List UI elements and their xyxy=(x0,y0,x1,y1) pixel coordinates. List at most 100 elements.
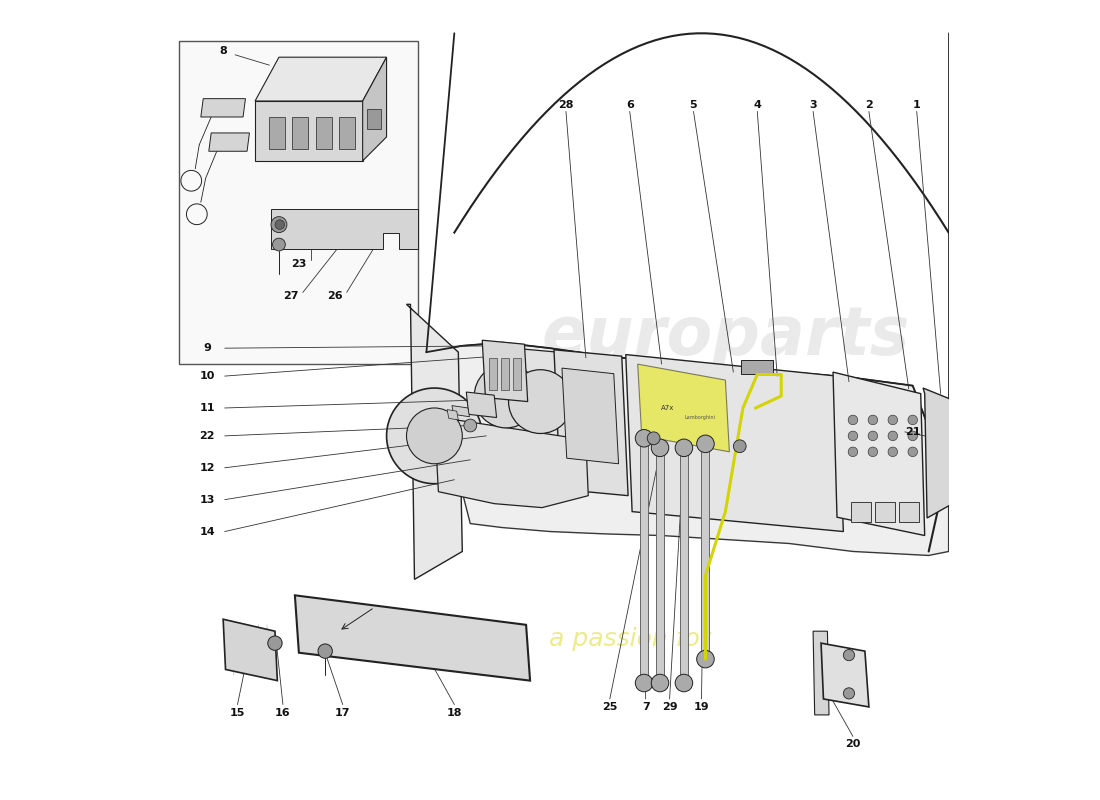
Polygon shape xyxy=(209,133,250,151)
Circle shape xyxy=(848,447,858,457)
Text: 13: 13 xyxy=(199,494,214,505)
Circle shape xyxy=(888,415,898,425)
Text: Lamborghini: Lamborghini xyxy=(684,415,715,420)
Circle shape xyxy=(868,415,878,425)
Bar xyxy=(513,358,521,390)
Circle shape xyxy=(868,431,878,441)
Polygon shape xyxy=(407,304,462,579)
Text: 8: 8 xyxy=(219,46,227,56)
Polygon shape xyxy=(554,350,628,496)
Circle shape xyxy=(318,644,332,658)
Circle shape xyxy=(734,440,746,453)
Text: 5: 5 xyxy=(690,100,697,110)
Bar xyxy=(851,502,871,522)
Text: 7: 7 xyxy=(641,702,649,712)
Polygon shape xyxy=(271,209,418,249)
Polygon shape xyxy=(430,416,588,508)
Circle shape xyxy=(696,435,714,453)
Text: europarts: europarts xyxy=(541,303,910,370)
Text: a passion for: a passion for xyxy=(549,627,711,651)
Polygon shape xyxy=(427,342,948,555)
Text: 27: 27 xyxy=(283,291,299,302)
Text: 26: 26 xyxy=(327,291,342,302)
Polygon shape xyxy=(923,388,953,518)
Text: 14: 14 xyxy=(199,526,214,537)
Circle shape xyxy=(273,238,285,251)
Circle shape xyxy=(888,447,898,457)
Polygon shape xyxy=(201,98,245,117)
Bar xyxy=(500,358,509,390)
Bar xyxy=(339,117,354,149)
Text: 1: 1 xyxy=(913,100,921,110)
Polygon shape xyxy=(223,619,277,681)
Circle shape xyxy=(651,439,669,457)
Polygon shape xyxy=(255,101,363,161)
Text: 19: 19 xyxy=(694,702,710,712)
Circle shape xyxy=(275,220,285,230)
Circle shape xyxy=(844,688,855,699)
Polygon shape xyxy=(482,340,528,402)
Circle shape xyxy=(508,370,572,434)
Text: 17: 17 xyxy=(336,707,351,718)
Text: 3: 3 xyxy=(810,100,817,110)
Text: 29: 29 xyxy=(662,702,678,712)
Bar xyxy=(316,117,331,149)
Polygon shape xyxy=(255,57,386,101)
Text: 22: 22 xyxy=(199,431,214,441)
Polygon shape xyxy=(448,410,459,420)
Bar xyxy=(680,448,688,683)
Polygon shape xyxy=(626,354,844,531)
Circle shape xyxy=(888,431,898,441)
Bar xyxy=(656,448,664,683)
Bar xyxy=(179,42,418,364)
Bar xyxy=(741,360,773,374)
Text: 23: 23 xyxy=(292,259,307,270)
Bar xyxy=(876,502,895,522)
Circle shape xyxy=(848,431,858,441)
Circle shape xyxy=(647,432,660,445)
Circle shape xyxy=(868,447,878,457)
Circle shape xyxy=(908,447,917,457)
Circle shape xyxy=(271,217,287,233)
Circle shape xyxy=(844,650,855,661)
Polygon shape xyxy=(363,57,386,161)
Text: A7x: A7x xyxy=(661,405,674,411)
Bar xyxy=(640,438,648,683)
Circle shape xyxy=(636,674,652,692)
Polygon shape xyxy=(295,595,530,681)
Circle shape xyxy=(675,674,693,692)
Polygon shape xyxy=(638,364,729,452)
Polygon shape xyxy=(562,368,618,464)
Text: 2: 2 xyxy=(865,100,872,110)
Bar xyxy=(488,358,497,390)
Circle shape xyxy=(464,419,476,432)
Bar xyxy=(899,502,920,522)
Circle shape xyxy=(651,674,669,692)
Circle shape xyxy=(696,650,714,668)
Text: 21: 21 xyxy=(905,427,921,437)
Circle shape xyxy=(474,364,538,428)
Polygon shape xyxy=(833,372,925,535)
Bar xyxy=(293,117,308,149)
Circle shape xyxy=(908,431,917,441)
Polygon shape xyxy=(821,643,869,707)
Text: 16: 16 xyxy=(275,707,290,718)
Text: 25: 25 xyxy=(602,702,617,712)
Polygon shape xyxy=(452,406,470,417)
Text: 28: 28 xyxy=(558,100,574,110)
Circle shape xyxy=(386,388,482,484)
Text: 1985: 1985 xyxy=(747,474,864,517)
Text: 9: 9 xyxy=(204,343,211,353)
Circle shape xyxy=(675,439,693,457)
Circle shape xyxy=(407,408,462,464)
Polygon shape xyxy=(466,392,496,418)
Text: 4: 4 xyxy=(754,100,761,110)
Bar xyxy=(366,109,381,129)
Circle shape xyxy=(636,430,652,447)
Text: 11: 11 xyxy=(199,403,214,413)
Text: 20: 20 xyxy=(845,739,860,750)
Text: 12: 12 xyxy=(199,462,214,473)
Bar xyxy=(270,117,285,149)
Circle shape xyxy=(908,415,917,425)
Bar xyxy=(702,444,710,659)
